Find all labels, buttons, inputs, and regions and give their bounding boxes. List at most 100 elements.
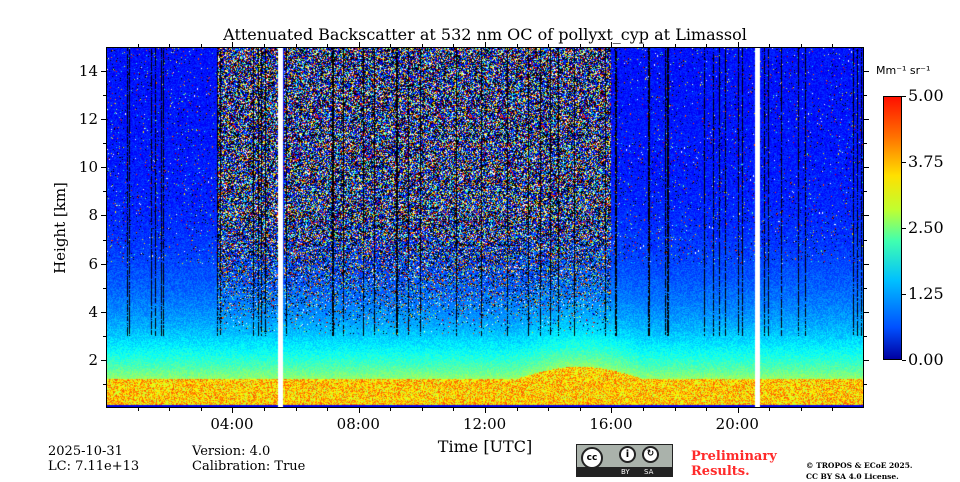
x-tick xyxy=(611,408,613,413)
x-minor-tick xyxy=(453,408,455,411)
y-tick xyxy=(101,311,106,313)
y-minor-tick-right xyxy=(864,383,867,385)
x-tick xyxy=(485,408,486,413)
y-tick-label: 4 xyxy=(88,302,98,321)
calibration-text: Calibration: True xyxy=(192,459,306,474)
y-tick-label: 2 xyxy=(88,350,98,369)
y-tick-label: 14 xyxy=(78,62,98,81)
x-tick-label: 16:00 xyxy=(589,415,633,433)
copyright-note: © TROPOS & ECoE 2025. CC BY SA 4.0 Licen… xyxy=(806,460,913,482)
by-label: BY xyxy=(621,468,630,476)
x-tick-label: 20:00 xyxy=(715,415,759,433)
colorbar-tick-label: 2.50 xyxy=(908,218,944,237)
meta-right: Version: 4.0 Calibration: True xyxy=(192,444,305,474)
y-tick-right xyxy=(864,263,869,265)
y-tick-right xyxy=(864,359,869,361)
y-minor-tick xyxy=(103,143,106,145)
x-minor-tick-top xyxy=(295,44,297,47)
x-minor-tick xyxy=(200,408,202,411)
sa-label: SA xyxy=(644,468,654,476)
lc-text: LC: 7.11e+13 xyxy=(48,459,140,474)
x-minor-tick-top xyxy=(674,44,676,47)
by-icon: i xyxy=(619,446,636,463)
colorbar-tick-label: 1.25 xyxy=(908,284,944,303)
x-minor-tick xyxy=(579,408,581,411)
meta-left: 2025-10-31 LC: 7.11e+13 xyxy=(48,444,139,474)
colorbar xyxy=(883,96,902,360)
y-tick xyxy=(101,167,106,169)
x-tick-top xyxy=(232,42,234,47)
cc-license-badge: cc i ↻ BY SA xyxy=(576,444,673,477)
x-minor-tick xyxy=(295,408,297,411)
plot-area xyxy=(106,47,864,408)
preliminary-line1: Preliminary xyxy=(691,449,777,464)
x-minor-tick xyxy=(769,408,771,411)
y-minor-tick xyxy=(103,383,106,385)
x-minor-tick-top xyxy=(516,44,518,47)
y-minor-tick-right xyxy=(864,335,867,337)
y-minor-tick-right xyxy=(864,287,867,289)
x-minor-tick-top xyxy=(453,44,455,47)
colorbar-tick-label: 5.00 xyxy=(908,86,944,105)
y-minor-tick-right xyxy=(864,191,867,193)
x-minor-tick-top xyxy=(800,44,802,47)
y-minor-tick xyxy=(103,287,106,289)
x-tick-top xyxy=(737,42,739,47)
x-minor-tick xyxy=(706,408,708,411)
y-tick xyxy=(101,215,106,217)
x-tick-label: 04:00 xyxy=(210,415,254,433)
x-minor-tick xyxy=(642,408,644,411)
colorbar-unit: Mm⁻¹ sr⁻¹ xyxy=(876,64,931,77)
x-minor-tick-top xyxy=(390,44,392,47)
x-minor-tick xyxy=(516,408,518,411)
preliminary-line2: Results. xyxy=(691,464,750,479)
y-minor-tick-right xyxy=(864,239,867,241)
x-minor-tick-top xyxy=(137,44,139,47)
x-minor-tick-top xyxy=(421,44,423,47)
x-minor-tick-top xyxy=(706,44,708,47)
x-tick xyxy=(737,408,739,413)
y-tick-label: 6 xyxy=(88,254,98,273)
y-tick-right xyxy=(864,311,869,313)
x-minor-tick xyxy=(421,408,423,411)
colorbar-tick-label: 3.75 xyxy=(908,152,944,171)
x-minor-tick xyxy=(674,408,676,411)
x-minor-tick xyxy=(832,408,834,411)
colorbar-tick xyxy=(902,162,906,163)
y-minor-tick xyxy=(103,95,106,97)
y-tick-right xyxy=(864,71,869,73)
x-minor-tick-top xyxy=(579,44,581,47)
y-minor-tick xyxy=(103,191,106,193)
x-axis-label: Time [UTC] xyxy=(437,437,533,456)
x-minor-tick xyxy=(169,408,171,411)
y-axis-label: Height [km] xyxy=(51,182,69,274)
y-tick xyxy=(101,263,106,265)
x-tick-top xyxy=(485,42,486,47)
x-minor-tick-top xyxy=(169,44,171,47)
y-tick-right xyxy=(864,119,869,121)
x-tick xyxy=(358,408,360,413)
x-minor-tick xyxy=(800,408,802,411)
copyright-line2: CC BY SA 4.0 License. xyxy=(806,472,899,481)
copyright-line1: © TROPOS & ECoE 2025. xyxy=(806,461,913,470)
x-minor-tick-top xyxy=(832,44,834,47)
x-tick xyxy=(232,408,234,413)
x-minor-tick-top xyxy=(327,44,329,47)
y-minor-tick xyxy=(103,335,106,337)
cc-icon: cc xyxy=(581,447,603,469)
x-tick-label: 08:00 xyxy=(336,415,380,433)
colorbar-tick xyxy=(902,96,906,97)
date-text: 2025-10-31 xyxy=(48,444,123,459)
x-minor-tick-top xyxy=(200,44,202,47)
y-tick-label: 12 xyxy=(78,110,98,129)
x-minor-tick xyxy=(327,408,329,411)
y-tick-label: 10 xyxy=(78,158,98,177)
y-minor-tick xyxy=(103,239,106,241)
y-tick xyxy=(101,71,106,73)
y-minor-tick-right xyxy=(864,95,867,97)
x-minor-tick xyxy=(390,408,392,411)
y-tick-right xyxy=(864,167,869,169)
colorbar-tick xyxy=(902,360,906,361)
chart-title: Attenuated Backscatter at 532 nm OC of p… xyxy=(223,25,747,44)
x-minor-tick-top xyxy=(769,44,771,47)
